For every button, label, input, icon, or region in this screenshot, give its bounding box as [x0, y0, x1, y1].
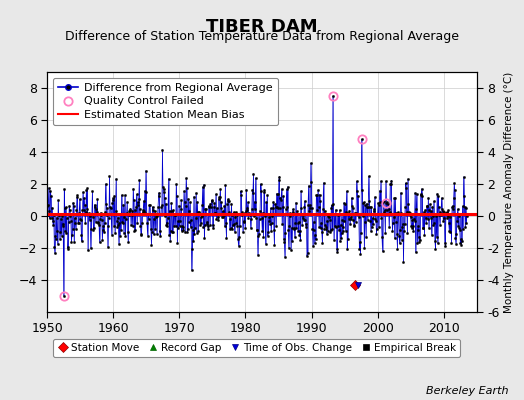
Text: Berkeley Earth: Berkeley Earth [426, 386, 508, 396]
Text: Difference of Station Temperature Data from Regional Average: Difference of Station Temperature Data f… [65, 30, 459, 43]
Legend: Difference from Regional Average, Quality Control Failed, Estimated Station Mean: Difference from Regional Average, Qualit… [53, 78, 278, 125]
Y-axis label: Monthly Temperature Anomaly Difference (°C): Monthly Temperature Anomaly Difference (… [504, 71, 514, 313]
Text: TIBER DAM: TIBER DAM [206, 18, 318, 36]
Legend: Station Move, Record Gap, Time of Obs. Change, Empirical Break: Station Move, Record Gap, Time of Obs. C… [53, 339, 461, 357]
